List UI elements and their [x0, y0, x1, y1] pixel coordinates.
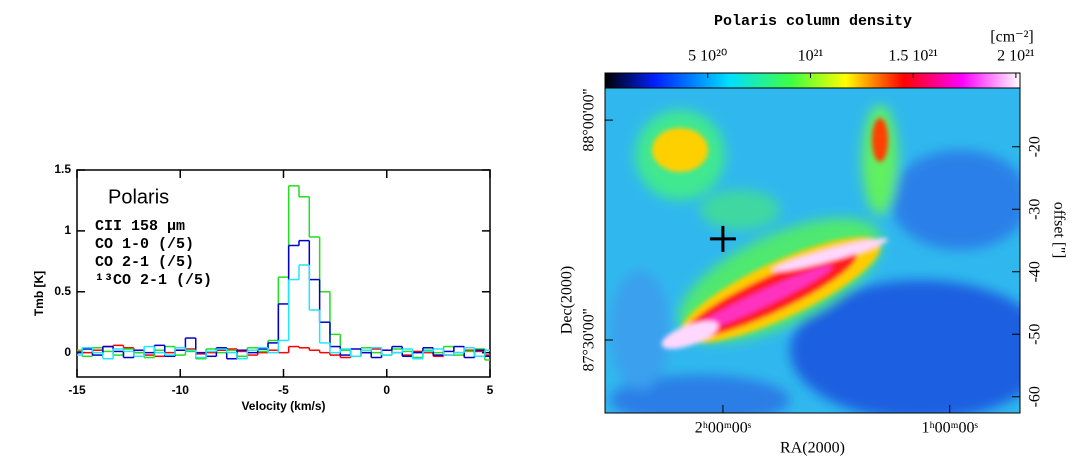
y2-tick-label: -60	[1027, 386, 1044, 407]
y-tick-label: 1	[64, 223, 71, 237]
x-axis-label: Velocity (km/s)	[241, 399, 325, 413]
y-axis-label: Dec(2000)	[559, 266, 576, 334]
x-tick-label: -5	[278, 383, 289, 397]
colorbar-tick-label: 1.5 10²¹	[888, 48, 938, 65]
legend-entry: CO 1-0 (/5)	[95, 236, 194, 253]
y-tick-label: 0.5	[54, 284, 71, 298]
y2-tick-label: -20	[1027, 136, 1044, 157]
colorbar-label: [cm⁻²]	[990, 29, 1033, 46]
x-tick-label: -15	[68, 383, 86, 397]
legend-entry: CII 158 μm	[95, 218, 185, 235]
y-tick-label: 0	[64, 345, 71, 359]
x-tick-label: 1ʰ00ᵐ00ˢ	[922, 420, 979, 437]
y2-tick-label: -30	[1027, 199, 1044, 220]
chart-title: Polaris column density	[714, 13, 912, 30]
x-tick-label: 2ʰ00ᵐ00ˢ	[695, 420, 752, 437]
y-tick-label: 1.5	[54, 162, 71, 176]
x-tick-label: 5	[487, 383, 494, 397]
y-axis-label: Tmb [K]	[32, 271, 46, 316]
legend-entry: CO 2-1 (/5)	[95, 254, 194, 271]
colorbar-tick-label: 10²¹	[798, 48, 824, 65]
colorbar-tick-label: 5 10²⁰	[688, 48, 727, 65]
y2-axis-label: offset ['']	[1050, 202, 1067, 259]
y-tick-label: 88°00'00''	[581, 88, 598, 151]
legend-entry: ¹³CO 2-1 (/5)	[95, 272, 212, 289]
x-tick-label: 0	[383, 383, 390, 397]
legend-title: Polaris	[108, 186, 169, 208]
position-marker	[709, 225, 736, 252]
column-density-map	[605, 88, 1020, 413]
y-tick-label: 87°30'00''	[581, 308, 598, 371]
y2-tick-label: -40	[1027, 261, 1044, 282]
x-axis-label: RA(2000)	[780, 440, 845, 457]
y2-tick-label: -50	[1027, 324, 1044, 345]
x-tick-label: -10	[172, 383, 190, 397]
colorbar	[604, 72, 1021, 89]
colorbar-tick-label: 2 10²¹	[997, 48, 1035, 65]
